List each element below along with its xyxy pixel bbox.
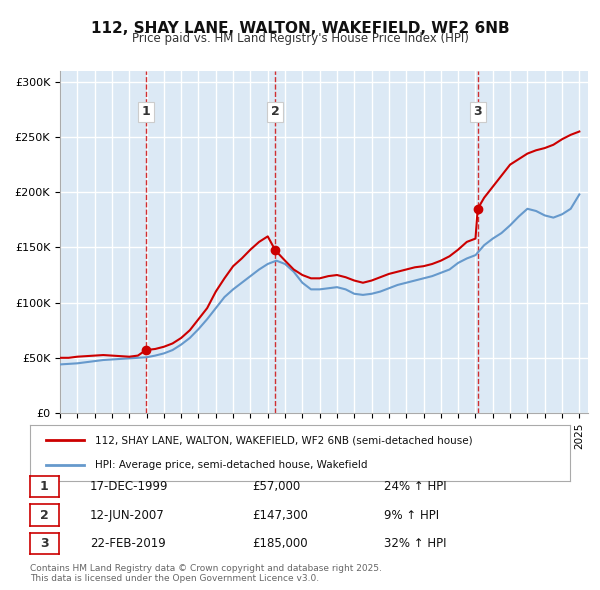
Text: 1: 1 — [142, 106, 150, 119]
Text: 22-FEB-2019: 22-FEB-2019 — [90, 537, 166, 550]
Text: 9% ↑ HPI: 9% ↑ HPI — [384, 509, 439, 522]
Text: £147,300: £147,300 — [252, 509, 308, 522]
Text: £57,000: £57,000 — [252, 480, 300, 493]
Text: 112, SHAY LANE, WALTON, WAKEFIELD, WF2 6NB: 112, SHAY LANE, WALTON, WAKEFIELD, WF2 6… — [91, 21, 509, 35]
Text: 24% ↑ HPI: 24% ↑ HPI — [384, 480, 446, 493]
Text: 112, SHAY LANE, WALTON, WAKEFIELD, WF2 6NB (semi-detached house): 112, SHAY LANE, WALTON, WAKEFIELD, WF2 6… — [95, 435, 472, 445]
Text: 3: 3 — [473, 106, 482, 119]
Text: £185,000: £185,000 — [252, 537, 308, 550]
Text: 17-DEC-1999: 17-DEC-1999 — [90, 480, 169, 493]
Text: 12-JUN-2007: 12-JUN-2007 — [90, 509, 165, 522]
Text: 32% ↑ HPI: 32% ↑ HPI — [384, 537, 446, 550]
Text: 1: 1 — [40, 480, 49, 493]
Text: 2: 2 — [40, 509, 49, 522]
Text: 3: 3 — [40, 537, 49, 550]
Text: Contains HM Land Registry data © Crown copyright and database right 2025.
This d: Contains HM Land Registry data © Crown c… — [30, 563, 382, 583]
Text: HPI: Average price, semi-detached house, Wakefield: HPI: Average price, semi-detached house,… — [95, 460, 367, 470]
Text: 2: 2 — [271, 106, 280, 119]
Text: Price paid vs. HM Land Registry's House Price Index (HPI): Price paid vs. HM Land Registry's House … — [131, 32, 469, 45]
